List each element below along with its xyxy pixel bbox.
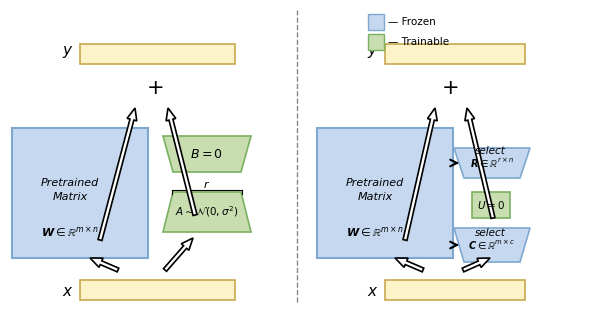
- Text: $y$: $y$: [62, 44, 74, 60]
- Text: — Trainable: — Trainable: [388, 37, 449, 47]
- Text: select: select: [474, 228, 505, 238]
- FancyArrow shape: [465, 108, 495, 218]
- Bar: [80, 280, 235, 300]
- Polygon shape: [454, 228, 530, 262]
- Bar: [317, 128, 453, 258]
- Text: $+$: $+$: [146, 78, 164, 98]
- FancyArrow shape: [98, 108, 136, 241]
- Bar: [368, 34, 384, 50]
- Bar: [472, 192, 510, 218]
- Text: $\boldsymbol{C}\in\mathbb{R}^{m\times c}$: $\boldsymbol{C}\in\mathbb{R}^{m\times c}…: [468, 238, 516, 251]
- Text: $y$: $y$: [367, 44, 379, 60]
- FancyArrow shape: [166, 108, 197, 216]
- Text: $\boldsymbol{W}\in\mathbb{R}^{m\times n}$: $\boldsymbol{W}\in\mathbb{R}^{m\times n}…: [346, 225, 404, 239]
- Text: $\boldsymbol{R}\in\mathbb{R}^{r\times n}$: $\boldsymbol{R}\in\mathbb{R}^{r\times n}…: [470, 156, 514, 169]
- Bar: [12, 128, 148, 258]
- Text: $A\sim\mathcal{N}(0,\sigma^2)$: $A\sim\mathcal{N}(0,\sigma^2)$: [175, 205, 238, 219]
- Polygon shape: [163, 136, 251, 172]
- Text: select: select: [474, 146, 505, 156]
- FancyArrow shape: [90, 258, 119, 272]
- Text: $r$: $r$: [203, 178, 210, 189]
- Text: Pretrained
Matrix: Pretrained Matrix: [41, 178, 99, 202]
- Polygon shape: [454, 148, 530, 178]
- Text: $x$: $x$: [62, 285, 74, 300]
- Text: $x$: $x$: [367, 285, 379, 300]
- Text: $\boldsymbol{W}\in\mathbb{R}^{m\times n}$: $\boldsymbol{W}\in\mathbb{R}^{m\times n}…: [41, 225, 99, 239]
- Polygon shape: [163, 192, 251, 232]
- Text: $+$: $+$: [441, 78, 459, 98]
- Text: — Frozen: — Frozen: [388, 17, 436, 27]
- FancyArrow shape: [462, 258, 490, 272]
- FancyArrow shape: [403, 108, 437, 241]
- FancyArrow shape: [395, 258, 424, 272]
- Bar: [385, 44, 525, 64]
- Bar: [368, 14, 384, 30]
- Text: $B=0$: $B=0$: [191, 148, 224, 160]
- Text: Pretrained
Matrix: Pretrained Matrix: [346, 178, 404, 202]
- FancyArrow shape: [163, 238, 193, 271]
- Bar: [385, 280, 525, 300]
- Text: $U=0$: $U=0$: [477, 199, 505, 211]
- Bar: [80, 44, 235, 64]
